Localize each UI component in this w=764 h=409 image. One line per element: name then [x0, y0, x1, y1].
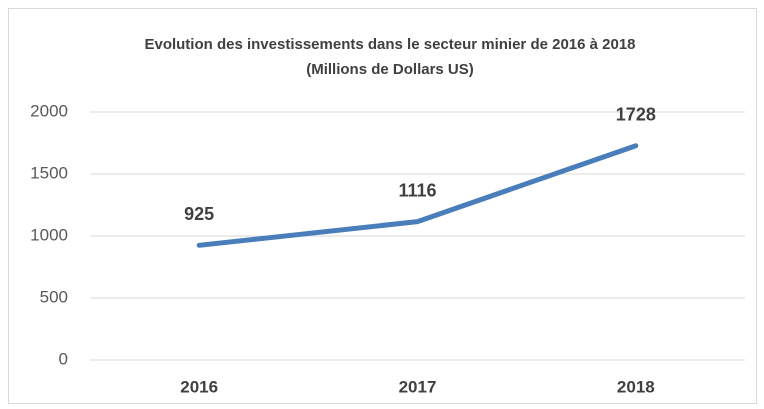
y-tick-label: 2000 [30, 101, 68, 120]
x-tick-label: 2018 [617, 377, 655, 396]
y-tick-label: 0 [59, 349, 68, 368]
y-tick-label: 500 [40, 287, 68, 306]
data-label: 1116 [398, 180, 436, 200]
data-label: 1728 [616, 104, 656, 124]
chart-subtitle: (Millions de Dollars US) [306, 61, 474, 78]
x-tick-label: 2016 [180, 377, 218, 396]
chart-title: Evolution des investissements dans le se… [144, 36, 635, 53]
x-tick-label: 2017 [399, 377, 437, 396]
line-series [196, 143, 639, 248]
chart-border [8, 8, 757, 404]
y-tick-label: 1500 [30, 163, 68, 182]
y-tick-label: 1000 [30, 225, 68, 244]
data-label: 925 [184, 204, 214, 224]
